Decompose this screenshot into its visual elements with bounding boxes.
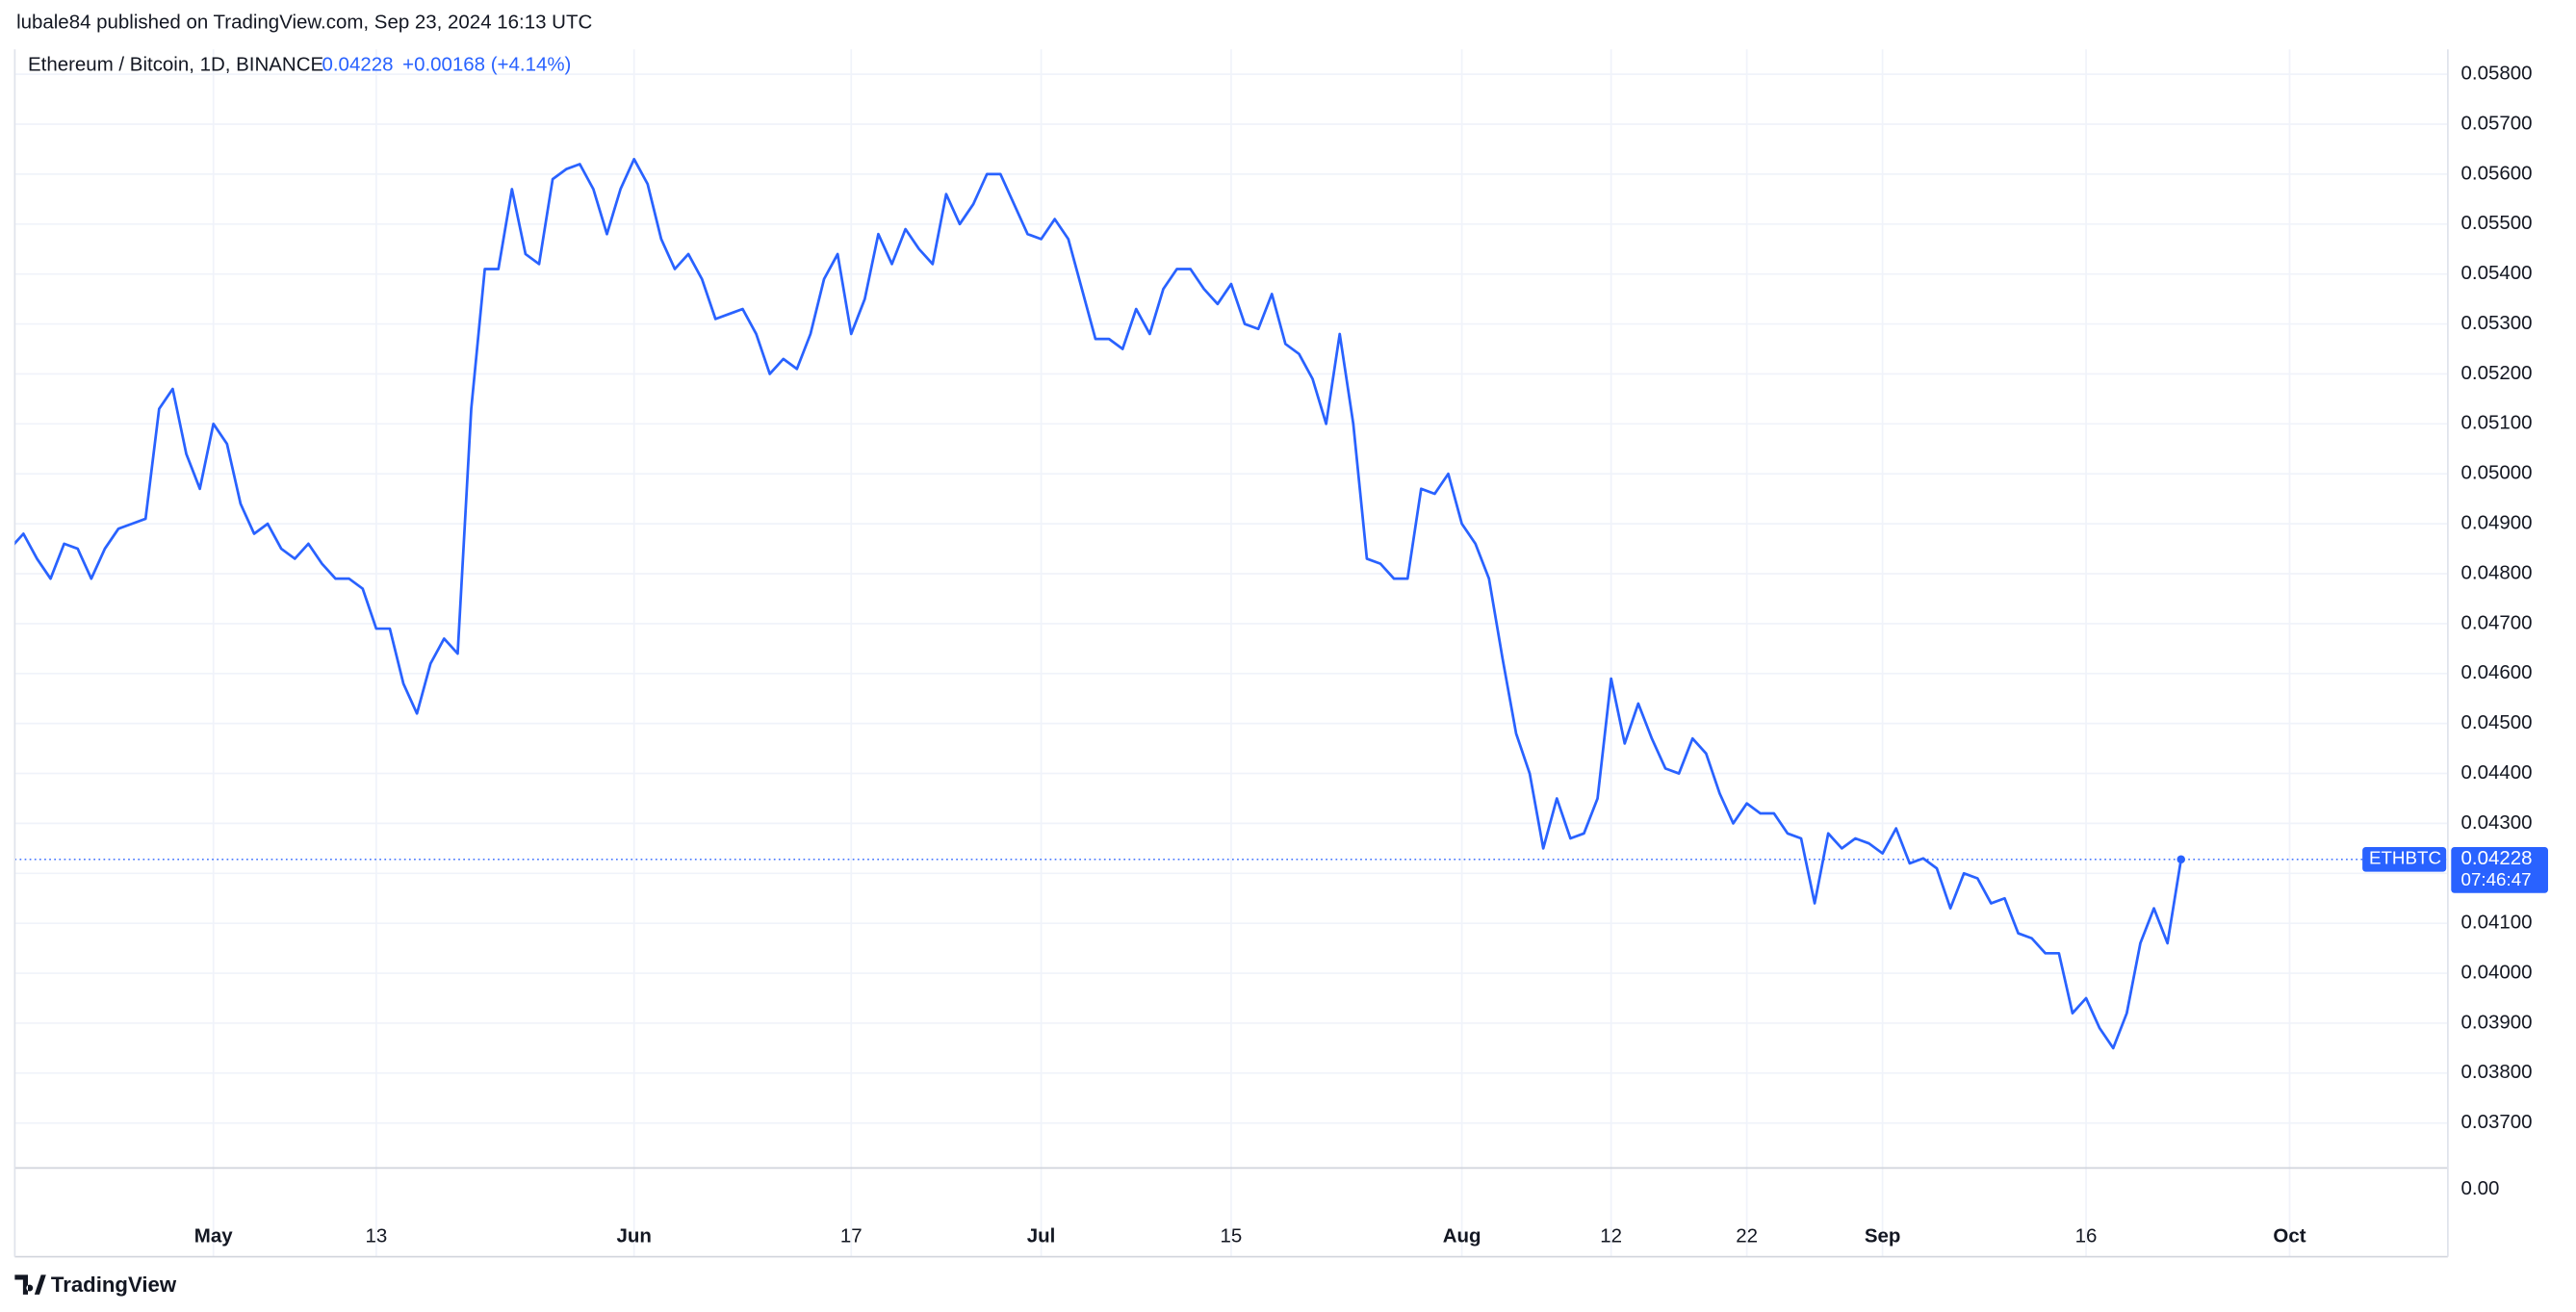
y-tick-label: 0.04600 [2461,661,2533,683]
x-tick-label: 16 [2075,1224,2098,1247]
y-tick-label: 0.04400 [2461,761,2533,784]
legend-price: 0.04228 [322,54,394,76]
y-tick-label: 0.04900 [2461,512,2533,534]
grid [14,49,2448,1257]
publish-header: lubale84 published on TradingView.com, S… [16,11,592,33]
y-tick-label: 0.04700 [2461,611,2533,633]
axes: 0.03700 0.03800 0.03900 0.04000 0.04100 0.042… [194,63,2548,1247]
x-tick-label: Aug [1443,1224,1481,1247]
x-tick-label: 15 [1221,1224,1243,1247]
pane-tick-label: 0.00 [2461,1177,2500,1199]
y-tick-label: 0.05800 [2461,63,2533,85]
x-tick-label: Jun [616,1224,651,1247]
y-tick-label: 0.05200 [2461,362,2533,384]
price-tag-value: 0.04228 [2461,847,2533,869]
y-tick-label: 0.05500 [2461,212,2533,234]
price-line [14,157,2183,1050]
y-tick-label: 0.03700 [2461,1111,2533,1133]
y-tick-label: 0.04000 [2461,961,2533,983]
x-tick-label: May [194,1224,233,1247]
plot-area [14,157,2185,1050]
footer-logo: TradingView [14,1273,177,1297]
y-tick-label: 0.05000 [2461,462,2533,484]
legend-change: +0.00168 (+4.14%) [402,54,571,76]
symbol-tag [2362,846,2447,872]
y-tick-label: 0.03900 [2461,1011,2533,1033]
y-tick-label: 0.05100 [2461,412,2533,434]
legend-title: Ethereum / Bitcoin, 1D, BINANCE [28,54,323,76]
y-tick-label: 0.04100 [2461,912,2533,934]
x-tick-label: 22 [1736,1224,1758,1247]
x-tick-label: Sep [1865,1224,1901,1247]
price-tag [2451,846,2548,893]
y-tick-label: 0.04800 [2461,561,2533,583]
x-tick-label: Jul [1027,1224,1056,1247]
last-point [2177,855,2185,864]
x-tick-label: 12 [1600,1224,1622,1247]
logo-icon [14,1274,46,1295]
y-tick-label: 0.04500 [2461,711,2533,733]
y-tick-label: 0.04300 [2461,811,2533,834]
footer-brand: TradingView [51,1273,177,1297]
y-tick-label: 0.05400 [2461,262,2533,284]
symbol-tag-label: ETHBTC [2369,848,2441,868]
countdown: 07:46:47 [2461,869,2532,889]
y-tick-label: 0.05300 [2461,312,2533,334]
x-tick-label: 13 [365,1224,387,1247]
y-tick-label: 0.05700 [2461,112,2533,134]
y-tick-label: 0.05600 [2461,162,2533,184]
x-tick-label: 17 [840,1224,863,1247]
x-tick-label: Oct [2273,1224,2306,1247]
y-tick-label: 0.03800 [2461,1061,2533,1083]
